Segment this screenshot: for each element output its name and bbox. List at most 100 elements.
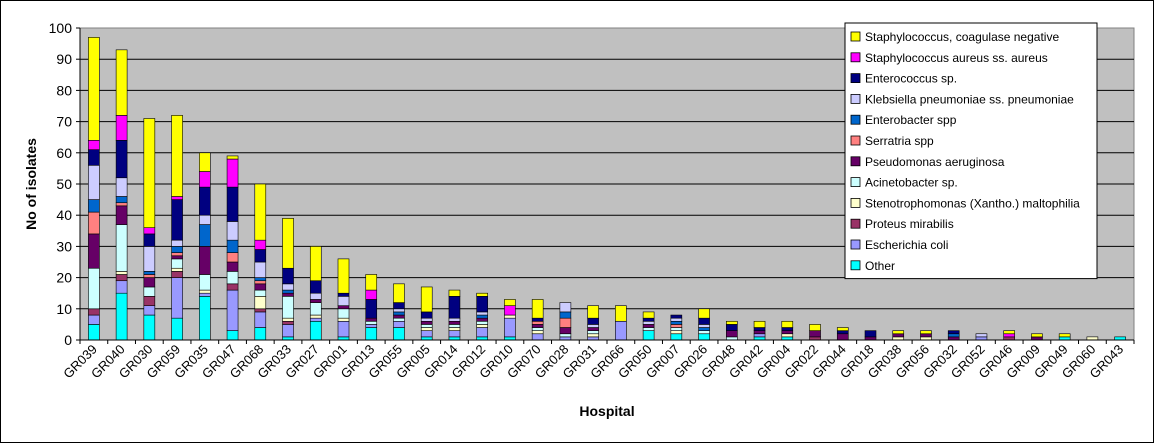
bar-segment xyxy=(448,327,461,331)
bar-segment xyxy=(88,149,100,166)
bar-segment xyxy=(642,317,655,322)
bar-segment xyxy=(254,183,267,241)
legend-item: Proteus mirabilis xyxy=(850,217,954,231)
bar-segment xyxy=(698,317,710,325)
bar-segment xyxy=(88,199,100,213)
bar-segment xyxy=(226,155,239,160)
bar-stack-GR038 xyxy=(892,330,905,341)
y-tick-label: 40 xyxy=(56,207,72,223)
bar-segment xyxy=(254,308,267,313)
bar-segment xyxy=(587,330,599,335)
bar-segment xyxy=(282,296,294,319)
bar-segment xyxy=(642,311,655,319)
bar-segment xyxy=(309,302,322,316)
bar-stack-GR031 xyxy=(587,305,599,341)
bar-segment xyxy=(337,292,350,297)
bar-segment xyxy=(393,327,405,341)
bar-segment xyxy=(309,246,322,282)
bar-segment xyxy=(115,115,128,141)
x-axis-label: Hospital xyxy=(579,403,634,419)
legend-item: Klebsiella pneumoniae ss. pneumoniae xyxy=(850,92,1074,106)
bar-segment xyxy=(199,214,211,225)
bar-segment xyxy=(171,255,183,260)
legend-swatch xyxy=(850,31,861,42)
bar-segment xyxy=(809,330,821,338)
bar-segment xyxy=(254,239,267,250)
bar-segment xyxy=(615,305,627,322)
bar-segment xyxy=(337,317,350,322)
bar-segment xyxy=(282,292,294,297)
bar-segment xyxy=(476,324,488,328)
legend-label: Staphylococcus, coagulase negative xyxy=(865,30,1059,44)
bar-segment xyxy=(698,333,710,341)
legend-item: Stenotrophomonas (Xantho.) maltophilia xyxy=(850,196,1080,210)
bar-segment xyxy=(282,267,294,285)
bar-segment xyxy=(1003,333,1015,338)
bar-stack-GR018 xyxy=(864,330,877,341)
bars-layer xyxy=(88,37,1126,341)
bar-segment xyxy=(753,330,766,335)
bar-segment xyxy=(254,283,267,291)
bar-segment xyxy=(88,267,100,310)
bar-segment xyxy=(448,296,461,319)
bar-stack-GR014 xyxy=(448,289,461,341)
legend-swatch xyxy=(850,197,861,208)
bar-segment xyxy=(337,296,350,306)
bar-segment xyxy=(670,330,683,335)
bar-segment xyxy=(448,317,461,322)
bar-segment xyxy=(365,324,378,328)
legend-label: Proteus mirabilis xyxy=(865,217,954,231)
bar-segment xyxy=(670,314,683,319)
bar-segment xyxy=(171,277,183,319)
legend-swatch xyxy=(850,239,861,250)
bar-stack-GR059 xyxy=(171,115,183,341)
bar-segment xyxy=(698,308,710,319)
bar-segment xyxy=(587,333,599,338)
legend-item: Serratria spp xyxy=(850,134,934,148)
legend-item: Other xyxy=(850,259,895,273)
bar-segment xyxy=(809,324,821,331)
bar-segment xyxy=(199,274,211,291)
bar-segment xyxy=(171,252,183,257)
bar-stack-GR039 xyxy=(88,37,100,341)
bar-segment xyxy=(670,333,683,341)
bar-segment xyxy=(892,330,905,335)
bar-stack-GR049 xyxy=(1058,333,1071,341)
y-tick-label: 30 xyxy=(56,238,72,254)
bar-segment xyxy=(226,186,239,222)
legend-label: Enterobacter spp xyxy=(865,113,957,127)
legend-label: Stenotrophomonas (Xantho.) maltophilia xyxy=(865,196,1080,210)
bar-segment xyxy=(670,317,683,322)
bar-segment xyxy=(559,311,572,319)
bar-segment xyxy=(115,202,128,207)
bar-segment xyxy=(337,320,350,338)
bar-segment xyxy=(393,314,405,319)
bar-stack-GR055 xyxy=(393,283,405,341)
bar-segment xyxy=(531,299,544,319)
bar-segment xyxy=(171,115,183,197)
legend-item: Escherichia coli xyxy=(850,238,948,252)
bar-segment xyxy=(448,320,461,325)
bar-segment xyxy=(836,327,849,331)
bar-segment xyxy=(88,324,100,341)
bar-segment xyxy=(88,233,100,269)
legend-box xyxy=(844,22,1098,280)
bar-segment xyxy=(448,330,461,338)
bar-segment xyxy=(309,280,322,294)
bar-segment xyxy=(143,233,156,247)
bar-segment xyxy=(115,196,128,204)
bar-segment xyxy=(115,280,128,294)
bar-segment xyxy=(642,324,655,328)
bar-segment xyxy=(393,320,405,328)
bar-segment xyxy=(504,317,516,338)
bar-segment xyxy=(115,224,128,272)
bar-segment xyxy=(947,330,960,335)
bar-segment xyxy=(476,314,488,319)
bar-segment xyxy=(254,311,267,328)
bar-stack-GR009 xyxy=(1031,333,1043,341)
bar-segment xyxy=(115,205,128,225)
bar-segment xyxy=(282,320,294,325)
legend-item: Acinetobacter sp. xyxy=(850,176,958,190)
y-tick-label: 50 xyxy=(56,176,72,192)
bar-segment xyxy=(309,299,322,303)
